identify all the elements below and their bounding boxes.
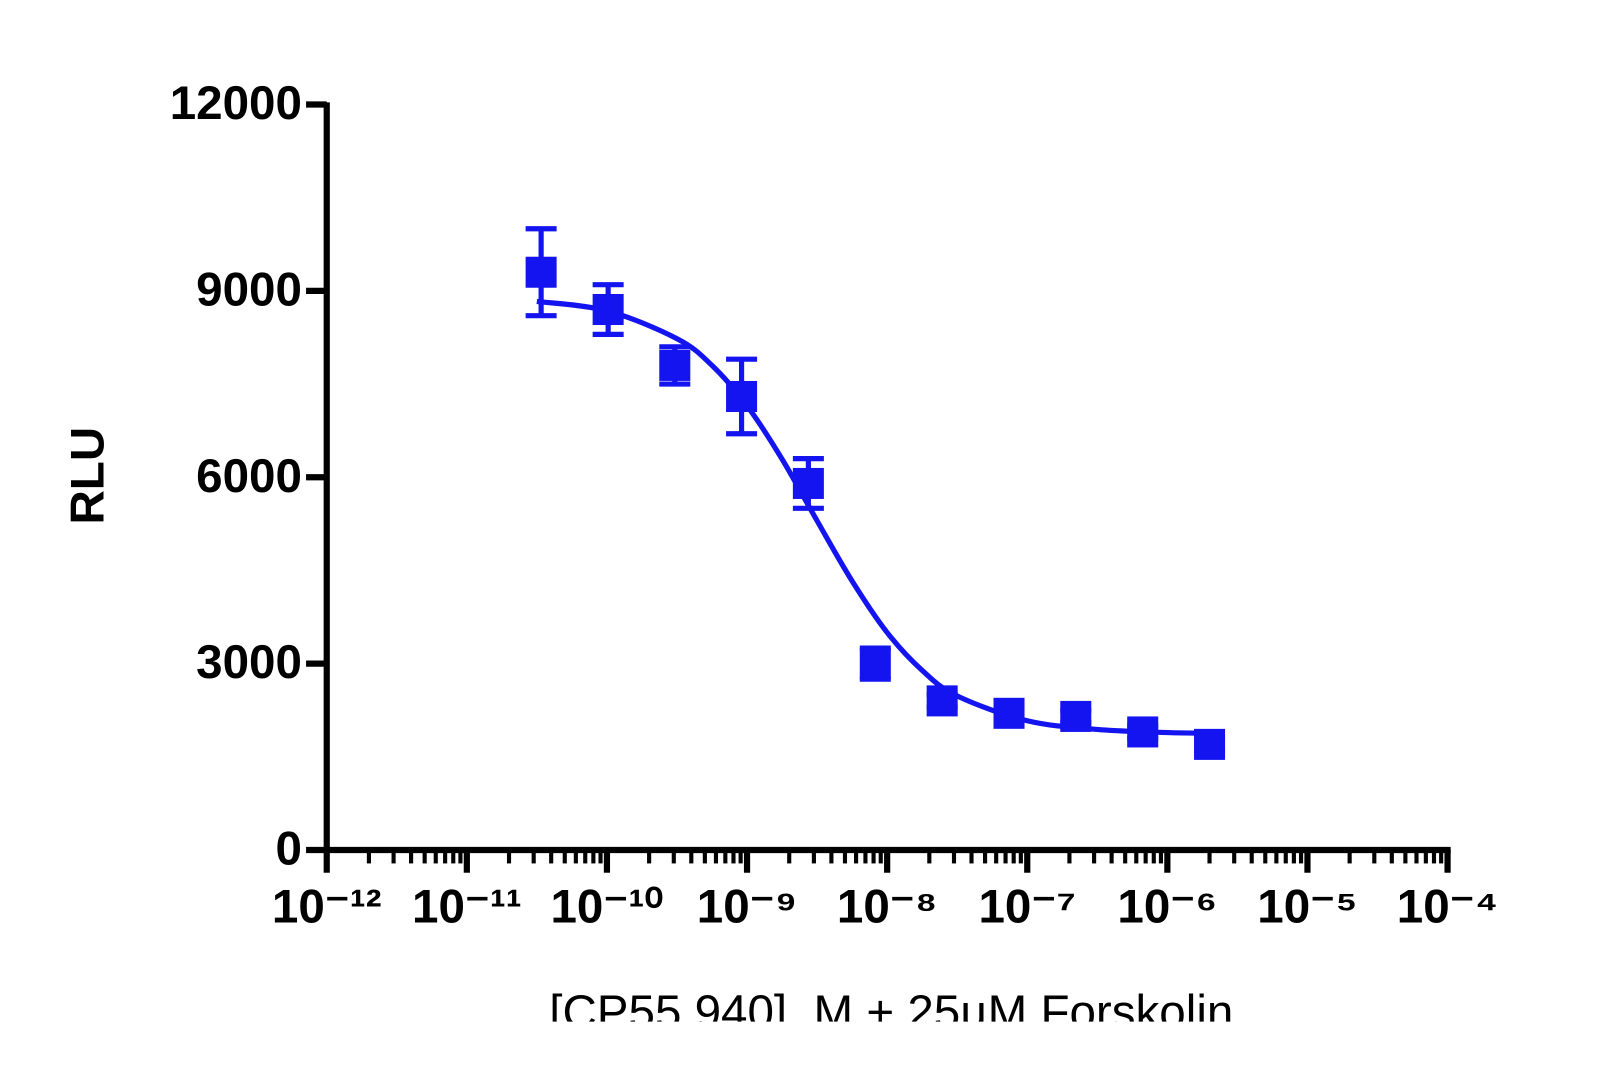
data-point [926,685,958,717]
x-axis-label: [CP55,940], M + 25µM Forskolin [549,986,1233,1039]
data-point [1127,716,1159,748]
x-tick-label: 10⁻⁸ [837,881,937,934]
y-axis-label: RLU [62,427,115,525]
data-point [726,380,758,412]
data-point [592,293,624,326]
x-tick-label: 10⁻⁹ [697,881,798,934]
data-point [792,467,824,499]
x-tick-label: 10⁻⁴ [1397,881,1499,934]
y-tick-label: 6000 [196,450,302,503]
y-tick-label: 0 [275,823,301,876]
data-point [525,256,557,288]
data-point [1060,700,1092,732]
x-tick-label: 10⁻¹⁰ [550,881,663,934]
y-tick-label: 3000 [196,636,302,689]
x-tick-label: 10⁻¹¹ [412,881,522,934]
x-tick-label: 10⁻⁷ [978,881,1076,934]
data-point [1194,728,1226,760]
data-point [659,349,691,381]
y-tick-label: 12000 [170,77,302,130]
y-tick-label: 9000 [196,263,302,316]
x-tick-label: 10⁻⁵ [1257,881,1357,934]
data-point [993,697,1025,729]
data-point [859,648,891,680]
x-tick-label: 10⁻¹² [272,881,382,934]
x-tick-label: 10⁻⁶ [1117,881,1217,934]
